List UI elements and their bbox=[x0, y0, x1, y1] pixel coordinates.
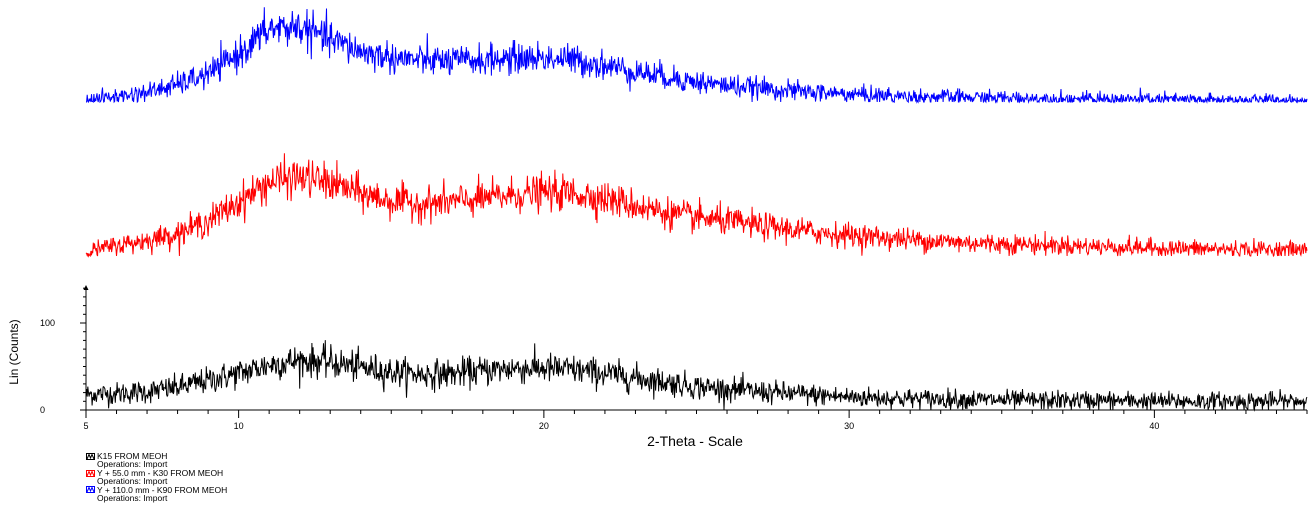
ticks: 5 10 20 30 40 0 100 bbox=[40, 287, 1308, 431]
x-axis-title: 2-Theta - Scale bbox=[647, 433, 743, 449]
series-0-operations: Operations: Import bbox=[97, 459, 168, 470]
x-tick-label: 5 bbox=[83, 421, 88, 431]
legend-item: Y + 110.0 mm - K90 FROM MEOH bbox=[86, 484, 228, 495]
series-0-icon bbox=[86, 452, 95, 460]
y-tick-label: 0 bbox=[40, 405, 45, 415]
series-1-trace bbox=[85, 153, 1308, 258]
legend-item: Y + 55.0 mm - K30 FROM MEOH bbox=[86, 467, 227, 478]
x-tick-label: 30 bbox=[844, 421, 854, 431]
series-1-operations: Operations: Import bbox=[97, 476, 168, 487]
series-0-trace bbox=[85, 340, 1308, 412]
series-2-icon bbox=[86, 486, 95, 494]
x-tick-label: 10 bbox=[234, 421, 244, 431]
legend-item: K15 FROM MEOH bbox=[86, 452, 227, 460]
y-axis-title: Lin (Counts) bbox=[7, 319, 21, 384]
series-1-name: Y + 55.0 mm - K30 FROM MEOH bbox=[97, 467, 224, 478]
series-2-operations: Operations: Import bbox=[97, 493, 168, 504]
legend: K15 FROM MEOH Operations: Import Y + 55.… bbox=[86, 452, 227, 502]
y-tick-label: 100 bbox=[40, 318, 55, 328]
series-layer bbox=[85, 7, 1308, 412]
x-tick-label: 40 bbox=[1149, 421, 1159, 431]
series-2-name: Y + 110.0 mm - K90 FROM MEOH bbox=[97, 484, 228, 495]
y-axis-arrow bbox=[83, 285, 89, 290]
axes bbox=[83, 285, 1307, 411]
series-2-trace bbox=[86, 7, 1308, 104]
x-tick-label: 20 bbox=[539, 421, 549, 431]
series-1-icon bbox=[86, 469, 95, 477]
series-0-name: K15 FROM MEOH bbox=[97, 451, 168, 461]
